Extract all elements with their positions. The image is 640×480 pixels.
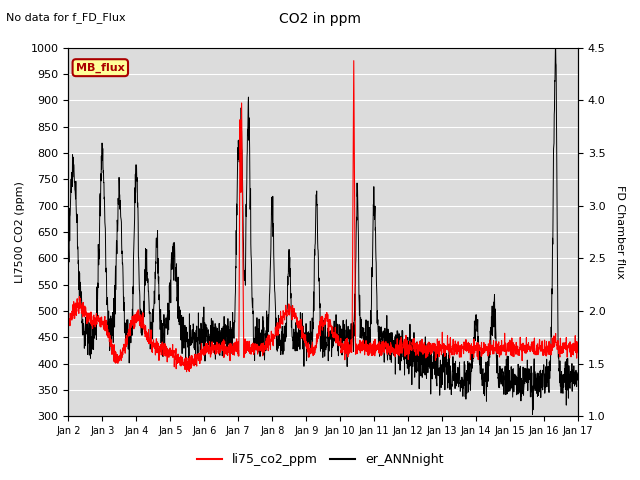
Legend: li75_co2_ppm, er_ANNnight: li75_co2_ppm, er_ANNnight [191, 448, 449, 471]
Text: CO2 in ppm: CO2 in ppm [279, 12, 361, 26]
Y-axis label: FD Chamber flux: FD Chamber flux [615, 185, 625, 279]
Text: No data for f_FD_Flux: No data for f_FD_Flux [6, 12, 126, 23]
Y-axis label: LI7500 CO2 (ppm): LI7500 CO2 (ppm) [15, 181, 25, 283]
Text: MB_flux: MB_flux [76, 62, 125, 73]
